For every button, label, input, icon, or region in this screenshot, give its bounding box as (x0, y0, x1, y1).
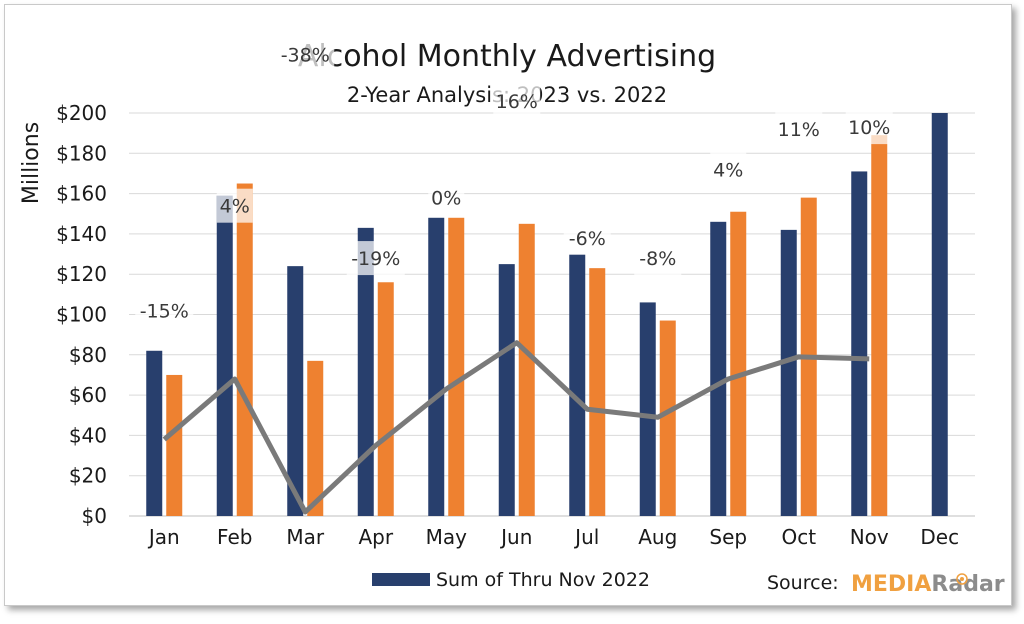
change-label: 10% (848, 117, 890, 139)
logo-media-text: MEDIA (851, 572, 931, 597)
bar-2023-jun (518, 223, 535, 516)
x-tick-label: Aug (638, 525, 677, 549)
chart-frame: Alcohol Monthly Advertising 2-Year Analy… (4, 4, 1012, 606)
bar-2022-jun (498, 264, 515, 516)
change-label: 0% (431, 188, 461, 210)
y-axis-label: Millions (19, 122, 44, 204)
x-tick-label: Jan (147, 525, 180, 549)
x-tick-labels: Jan Feb Mar Apr May Jun Jul Aug Sep Oct Nov Dec (147, 525, 959, 549)
change-line (162, 340, 870, 515)
bar-2023-jul (589, 268, 606, 516)
change-label-box (346, 241, 405, 276)
x-tick-label: Nov (850, 525, 889, 549)
change-label: 4% (220, 196, 250, 218)
y-tick-label: $20 (69, 464, 107, 488)
bar-2023-may (448, 217, 465, 516)
chart-title: Alcohol Monthly Advertising (298, 39, 716, 74)
bar-2022-may (428, 217, 445, 516)
legend: Sum of Thru Nov 2022 (372, 569, 650, 591)
change-label: -19% (351, 248, 400, 270)
chart-svg: Alcohol Monthly Advertising 2-Year Analy… (19, 37, 1005, 597)
bar-2022-feb (216, 195, 233, 517)
bar-2022-nov (851, 171, 868, 516)
bar-2023-jan (166, 374, 183, 516)
change-label: -38% (281, 45, 330, 67)
change-label-box (710, 152, 747, 187)
x-tick-label: Feb (217, 525, 252, 549)
change-label-box (276, 37, 335, 72)
bar-2023-nov (871, 135, 888, 517)
x-tick-label: Jul (573, 525, 599, 549)
y-tick-label: $200 (56, 101, 107, 125)
bar-2022-sep (710, 221, 727, 516)
source-credit: Source: MEDIARadar (767, 572, 1005, 597)
y-tick-label: $100 (56, 303, 107, 327)
change-label-box (845, 110, 893, 145)
change-label: -8% (639, 248, 676, 270)
bar-2022-aug (639, 302, 656, 516)
bar-2022-dec (931, 113, 948, 516)
change-label: 11% (778, 119, 820, 141)
bar-2023-apr (377, 282, 394, 516)
y-tick-label: $40 (69, 423, 107, 447)
y-tick-label: $0 (82, 504, 107, 528)
x-tick-label: Sep (709, 525, 747, 549)
legend-label: Sum of Thru Nov 2022 (436, 569, 650, 591)
bar-2023-feb (236, 183, 253, 516)
y-tick-label: $160 (56, 182, 107, 206)
source-label: Source: (767, 572, 839, 594)
change-label: 4% (713, 159, 743, 181)
bars (146, 113, 948, 517)
y-tick-label: $80 (69, 343, 107, 367)
change-label-box (493, 83, 541, 118)
change-label: 16% (496, 91, 538, 113)
change-label-box (135, 293, 194, 328)
bar-2022-jan (146, 350, 163, 516)
y-tick-labels: $0 $20 $40 $60 $80 $100 $120 $140 $160 $180 $200 (56, 101, 107, 528)
change-label: -6% (569, 228, 606, 250)
change-label-box (775, 112, 823, 147)
y-tick-label: $60 (69, 383, 107, 407)
y-tick-label: $120 (56, 262, 107, 286)
logo-radar-text: Radar (931, 572, 1004, 597)
x-tick-label: May (426, 525, 468, 549)
logo-signal-icon (956, 573, 968, 585)
x-tick-label: Mar (286, 525, 325, 549)
bar-2022-mar (287, 266, 304, 516)
mediaradar-logo: MEDIARadar (851, 572, 1005, 597)
bar-2022-jul (569, 254, 586, 517)
bar-2023-aug (659, 320, 676, 516)
x-tick-label: Dec (920, 525, 959, 549)
legend-swatch (372, 573, 430, 586)
change-label-box (216, 188, 253, 223)
change-label-box (563, 220, 611, 255)
x-tick-label: Oct (781, 525, 816, 549)
x-tick-label: Jun (499, 525, 532, 549)
y-tick-label: $180 (56, 141, 107, 165)
x-tick-label: Apr (358, 525, 393, 549)
bar-2023-mar (307, 360, 324, 516)
bar-2023-sep (730, 211, 747, 517)
bar-2022-oct (780, 229, 797, 516)
change-polyline (162, 340, 870, 515)
change-label-box (428, 180, 465, 215)
change-label-box (634, 241, 682, 276)
change-label: -15% (140, 300, 189, 322)
change-labels: -15% 4% -38% -19% 0% 16% -6% -8% 4% 11% 10% (135, 37, 893, 328)
bar-2022-apr (357, 227, 374, 517)
y-tick-label: $140 (56, 222, 107, 246)
gridlines (129, 112, 975, 517)
